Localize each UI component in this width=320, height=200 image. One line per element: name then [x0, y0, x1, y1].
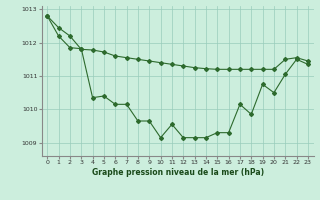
X-axis label: Graphe pression niveau de la mer (hPa): Graphe pression niveau de la mer (hPa)	[92, 168, 264, 177]
